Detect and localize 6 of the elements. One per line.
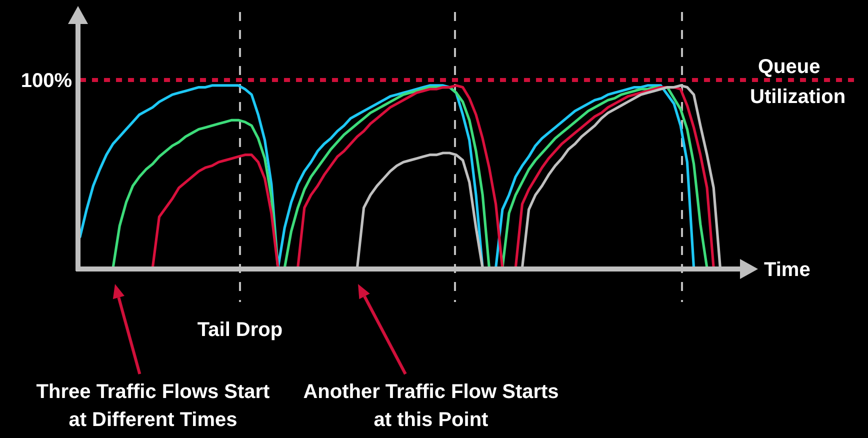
text: 100% bbox=[20, 70, 72, 92]
text: Three Traffic Flows Start at Different Times bbox=[36, 381, 270, 431]
x-axis-title: Time bbox=[764, 259, 810, 281]
y-axis-title: Queue Utilization bbox=[750, 56, 846, 108]
text: Tail Drop bbox=[197, 319, 283, 341]
text: Another Traffic Flow Starts at this Point bbox=[303, 381, 559, 431]
